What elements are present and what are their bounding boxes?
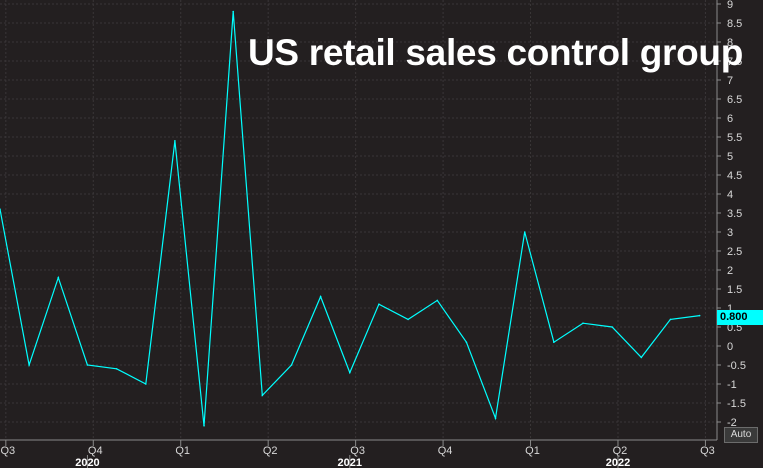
last-value-badge: 0.800 <box>717 310 763 325</box>
data-point <box>698 314 701 317</box>
data-point <box>523 231 526 233</box>
y-tick-label: 9 <box>727 0 733 11</box>
x-tick-label: Q1 <box>175 445 190 457</box>
grid-lines <box>0 0 717 440</box>
chart-title: US retail sales control group <box>248 32 744 73</box>
y-tick-label: 3 <box>727 227 733 239</box>
y-tick-label: -1 <box>727 379 737 391</box>
data-point <box>86 364 89 366</box>
x-axis-ticks: Q3 Q4 Q1 Q2 Q3 Q4 Q1 Q2 Q3 2020 2021 2022 <box>0 440 715 468</box>
data-point <box>669 318 672 321</box>
data-point <box>436 299 439 302</box>
y-tick-label: 6.5 <box>727 94 742 106</box>
x-year-label: 2022 <box>606 457 630 468</box>
y-tick-label: 6 <box>727 113 733 125</box>
data-point <box>115 368 118 370</box>
y-tick-label: 5.5 <box>727 132 742 144</box>
data-point <box>28 364 30 366</box>
data-point <box>494 417 497 420</box>
y-tick-label: 0 <box>727 341 733 353</box>
data-point <box>319 295 322 298</box>
x-year-label: 2021 <box>338 457 362 468</box>
y-tick-label: 4.5 <box>727 170 742 182</box>
x-tick-label: Q4 <box>438 445 453 457</box>
data-point <box>349 371 351 374</box>
data-point <box>640 356 643 359</box>
y-tick-label: 1 <box>727 303 733 315</box>
x-tick-label: Q3 <box>0 445 15 457</box>
x-tick-label: Q3 <box>700 445 715 457</box>
y-tick-label: 8.5 <box>727 18 742 30</box>
data-point <box>203 425 205 427</box>
x-tick-label: Q4 <box>88 445 103 457</box>
data-point <box>611 326 613 328</box>
y-tick-label: 2 <box>727 265 733 277</box>
data-point <box>144 383 147 385</box>
x-tick-label: Q1 <box>525 445 540 457</box>
y-tick-label: 8 <box>727 37 733 49</box>
y-tick-label: -1.5 <box>727 398 746 410</box>
x-tick-label: Q3 <box>350 445 365 457</box>
y-tick-label: 4 <box>727 189 733 201</box>
data-point <box>261 394 264 397</box>
data-point <box>0 208 1 210</box>
series-line-group <box>0 10 701 427</box>
data-point <box>57 276 60 279</box>
y-tick-label: 7 <box>727 75 733 87</box>
data-point <box>582 322 584 325</box>
y-tick-label: -0.5 <box>727 360 746 372</box>
data-point <box>232 10 234 13</box>
auto-scale-button[interactable]: Auto <box>724 427 758 443</box>
y-tick-label: 3.5 <box>727 208 742 220</box>
y-tick-label: 7.5 <box>727 56 742 68</box>
data-point <box>465 341 468 344</box>
data-point <box>174 140 176 142</box>
y-tick-label: 0.5 <box>727 322 742 334</box>
y-tick-label: 1.5 <box>727 284 742 296</box>
x-tick-label: Q2 <box>613 445 628 457</box>
data-point <box>290 364 293 366</box>
data-point <box>378 303 380 306</box>
x-year-label: 2020 <box>75 457 99 468</box>
y-tick-label: 5 <box>727 151 733 163</box>
y-tick-label: -2 <box>727 417 737 429</box>
data-point <box>553 341 555 344</box>
y-axis-ticks: 9 8.5 8 7.5 7 6.5 6 5.5 5 4.5 4 3.5 3 2.5 2 1.5 1 0.5 0 -0.… <box>717 0 746 429</box>
data-point <box>407 318 409 321</box>
y-tick-label: 2.5 <box>727 246 742 258</box>
x-tick-label: Q2 <box>263 445 278 457</box>
